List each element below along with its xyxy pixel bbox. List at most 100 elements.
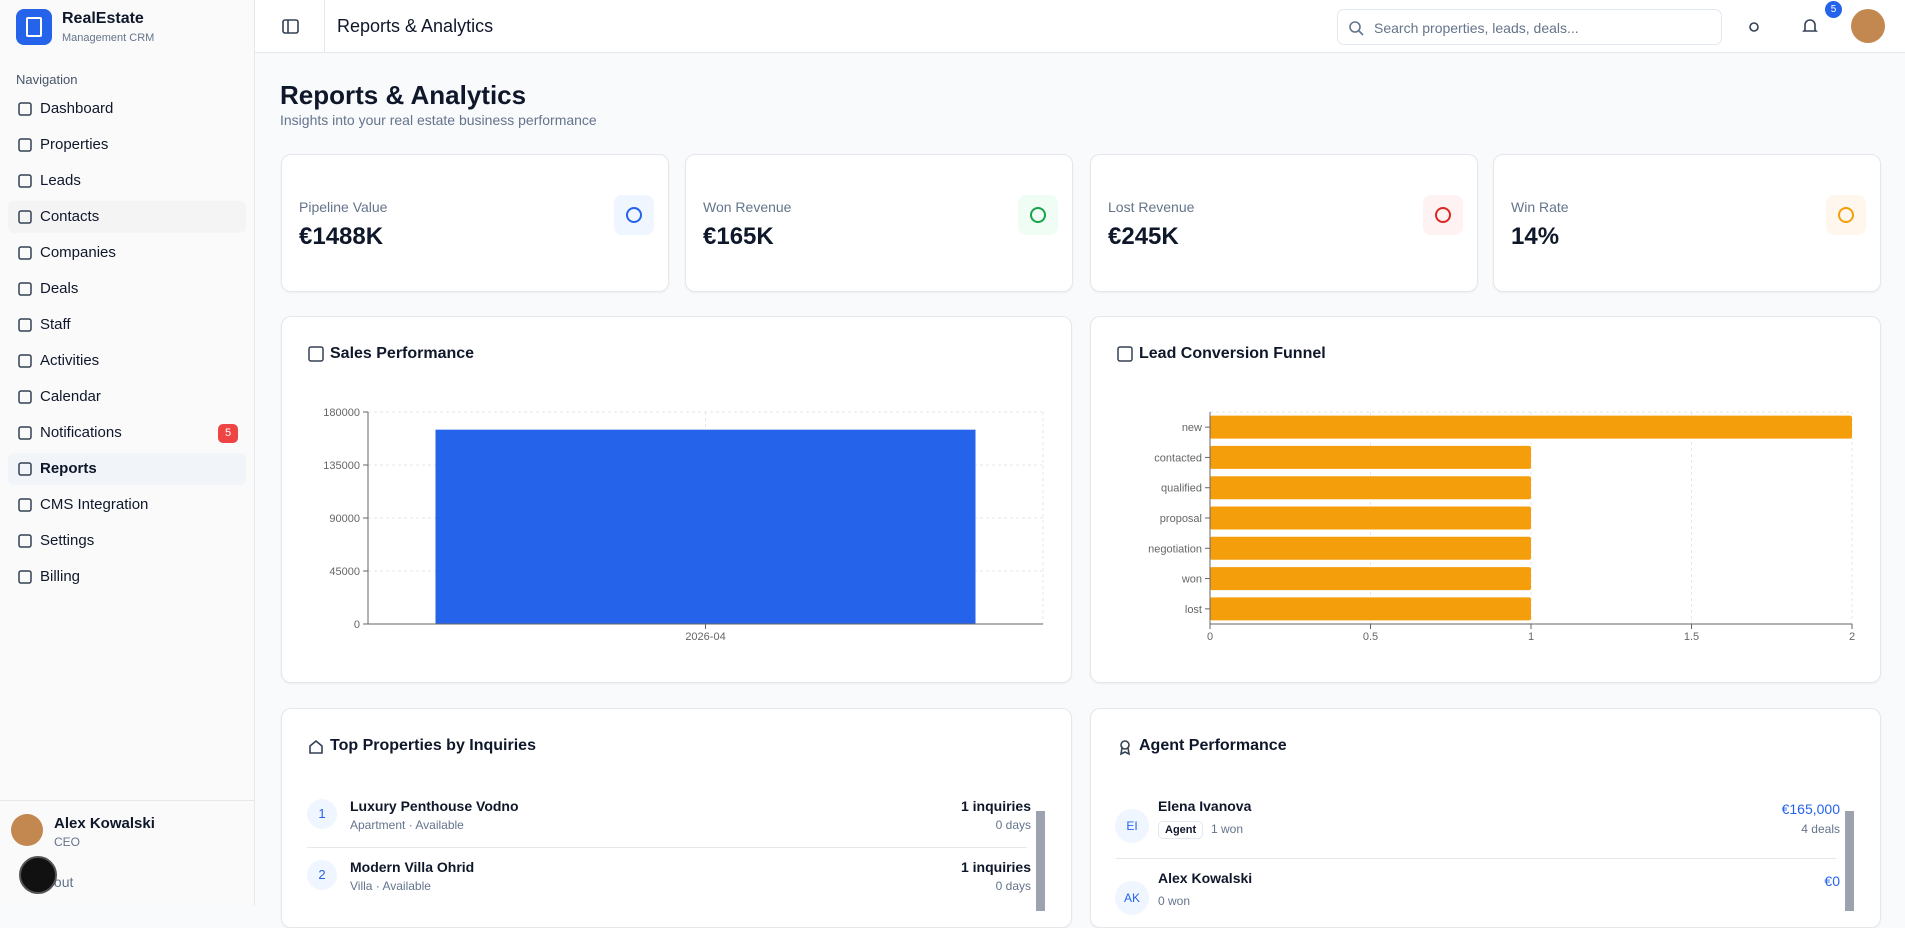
agent-revenue: €165,000 bbox=[1781, 801, 1840, 817]
nav-icon bbox=[18, 570, 32, 584]
user-name: Alex Kowalski bbox=[54, 815, 155, 832]
brand-tagline: Management CRM bbox=[62, 32, 155, 44]
bar bbox=[435, 429, 976, 624]
nav-icon bbox=[18, 102, 32, 116]
sidebar-toggle[interactable] bbox=[281, 17, 301, 37]
property-name: Modern Villa Ohrid bbox=[350, 859, 475, 875]
card-icon bbox=[309, 739, 323, 754]
kpi-icon bbox=[1423, 195, 1463, 235]
rank-badge: 2 bbox=[307, 860, 337, 890]
x-tick-label: 0.5 bbox=[1363, 631, 1378, 643]
chart-title: Lead Conversion Funnel bbox=[1139, 345, 1326, 362]
nav-icon bbox=[18, 318, 32, 332]
kpi-card: Won Revenue €165K bbox=[685, 154, 1073, 292]
won-count: 0 won bbox=[1158, 894, 1191, 908]
kpi-label: Won Revenue bbox=[703, 199, 792, 215]
nav-icon bbox=[18, 354, 32, 368]
nav-item[interactable]: Activities bbox=[8, 345, 246, 377]
kpi-value: €1488K bbox=[299, 223, 384, 250]
nav-item[interactable]: Deals bbox=[8, 273, 246, 305]
won-count: 1 won bbox=[1211, 822, 1244, 836]
user-avatar[interactable] bbox=[11, 814, 43, 846]
nav-item[interactable]: Companies bbox=[8, 237, 246, 269]
agent-avatar: AK bbox=[1115, 881, 1149, 915]
rank-badge: 1 bbox=[307, 799, 337, 829]
nav-item[interactable]: Notifications 5 bbox=[8, 417, 246, 449]
nav-icon bbox=[18, 462, 32, 476]
nav-icon bbox=[18, 282, 32, 296]
property-meta: Apartment · Available bbox=[350, 818, 464, 832]
nav-icon bbox=[18, 174, 32, 188]
divider bbox=[0, 800, 255, 801]
y-tick-label: 180000 bbox=[323, 407, 360, 419]
nav-item[interactable]: Settings bbox=[8, 525, 246, 557]
agent-name: Elena Ivanova bbox=[1158, 798, 1252, 814]
y-tick-label: qualified bbox=[1161, 483, 1202, 495]
kpi-card: Win Rate 14% bbox=[1493, 154, 1881, 292]
age: 0 days bbox=[995, 818, 1031, 832]
page-subtitle: Insights into your real estate business … bbox=[280, 112, 597, 128]
nav-icon bbox=[18, 210, 32, 224]
logo-icon bbox=[26, 17, 42, 37]
divider bbox=[324, 0, 325, 53]
x-tick-label: 0 bbox=[1207, 631, 1213, 643]
card-icon bbox=[1119, 740, 1131, 756]
kpi-glyph bbox=[626, 207, 642, 223]
nav-item[interactable]: Properties bbox=[8, 129, 246, 161]
brand-name: RealEstate bbox=[62, 10, 144, 27]
kpi-glyph bbox=[1838, 207, 1854, 223]
chart-title: Sales Performance bbox=[330, 345, 475, 362]
x-tick-label: 2 bbox=[1849, 631, 1855, 643]
agent-revenue: €0 bbox=[1824, 873, 1840, 889]
property-meta: Villa · Available bbox=[350, 879, 431, 893]
kpi-icon bbox=[614, 195, 654, 235]
kpi-icon bbox=[1018, 195, 1058, 235]
header-avatar[interactable] bbox=[1851, 9, 1885, 43]
nav-item[interactable]: Billing bbox=[8, 561, 246, 593]
dev-badge[interactable] bbox=[19, 856, 57, 894]
kpi-card: Lost Revenue €245K bbox=[1090, 154, 1478, 292]
sidebar: RealEstate Management CRM Navigation Das… bbox=[0, 0, 255, 905]
theme-toggle[interactable] bbox=[1744, 17, 1764, 37]
bar bbox=[1210, 415, 1852, 439]
agent-avatar: EI bbox=[1115, 809, 1149, 843]
nav-item[interactable]: CMS Integration bbox=[8, 489, 246, 521]
notifications-button[interactable] bbox=[1800, 16, 1820, 36]
nav-icon bbox=[18, 138, 32, 152]
nav-item[interactable]: Staff bbox=[8, 309, 246, 341]
nav-item[interactable]: Reports bbox=[8, 453, 246, 485]
x-tick-label: 1 bbox=[1528, 631, 1534, 643]
nav-item[interactable]: Leads bbox=[8, 165, 246, 197]
nav-icon bbox=[18, 390, 32, 404]
nav-icon bbox=[18, 246, 32, 260]
y-tick-label: proposal bbox=[1160, 513, 1202, 525]
x-tick-label: 1.5 bbox=[1684, 631, 1699, 643]
x-tick-label: 2026-04 bbox=[685, 631, 725, 643]
bar bbox=[1210, 445, 1531, 469]
y-tick-label: won bbox=[1181, 574, 1202, 586]
y-tick-label: lost bbox=[1185, 604, 1202, 616]
kpi-card: Pipeline Value €1488K bbox=[281, 154, 669, 292]
card-title: Agent Performance bbox=[1139, 737, 1287, 754]
nav-icon bbox=[18, 498, 32, 512]
y-tick-label: 0 bbox=[354, 619, 360, 631]
role-badge: Agent bbox=[1158, 821, 1204, 839]
nav-item[interactable]: Calendar bbox=[8, 381, 246, 413]
y-tick-label: contacted bbox=[1154, 452, 1202, 464]
chart-icon bbox=[1117, 346, 1133, 362]
scrollbar[interactable] bbox=[1845, 811, 1854, 911]
kpi-value: €165K bbox=[703, 223, 774, 250]
scrollbar[interactable] bbox=[1036, 811, 1045, 911]
nav-item[interactable]: Contacts bbox=[8, 201, 246, 233]
search-box[interactable]: Search properties, leads, deals... bbox=[1337, 9, 1722, 45]
agent-name: Alex Kowalski bbox=[1158, 870, 1253, 886]
kpi-label: Win Rate bbox=[1511, 199, 1569, 215]
nav-icon bbox=[18, 534, 32, 548]
nav-item[interactable]: Dashboard bbox=[8, 93, 246, 125]
inquiries: 1 inquiries bbox=[960, 859, 1031, 875]
nav-icon bbox=[18, 426, 32, 440]
chart-icon bbox=[308, 346, 324, 362]
notification-count: 5 bbox=[1825, 1, 1842, 18]
card-title: Top Properties by Inquiries bbox=[330, 737, 536, 754]
kpi-glyph bbox=[1435, 207, 1451, 223]
